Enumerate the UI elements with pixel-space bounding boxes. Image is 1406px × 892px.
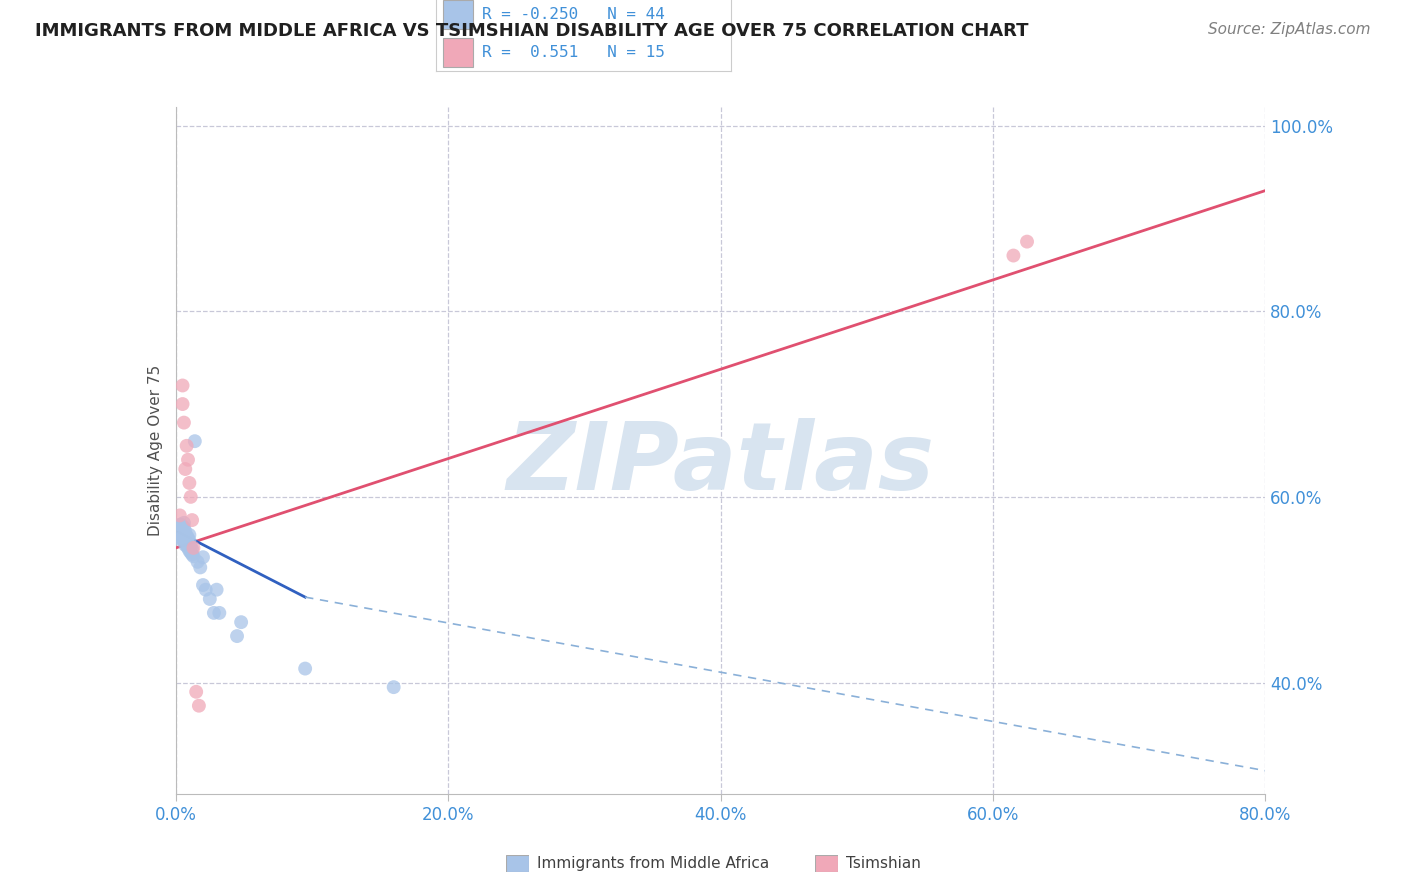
Point xyxy=(174,462,197,476)
Point xyxy=(226,629,249,643)
Point xyxy=(294,662,316,676)
Text: Source: ZipAtlas.com: Source: ZipAtlas.com xyxy=(1208,22,1371,37)
Point xyxy=(179,533,201,548)
Point xyxy=(1015,235,1038,249)
Point xyxy=(180,545,202,559)
Point xyxy=(173,520,195,534)
Point xyxy=(174,538,197,552)
Point xyxy=(191,578,214,592)
Point xyxy=(169,517,191,532)
Point xyxy=(179,543,201,558)
Point xyxy=(186,555,209,569)
Point xyxy=(180,490,202,504)
Point xyxy=(177,536,200,550)
Text: IMMIGRANTS FROM MIDDLE AFRICA VS TSIMSHIAN DISABILITY AGE OVER 75 CORRELATION CH: IMMIGRANTS FROM MIDDLE AFRICA VS TSIMSHI… xyxy=(35,22,1029,40)
Point xyxy=(187,698,209,713)
Point xyxy=(176,538,198,552)
Text: Immigrants from Middle Africa: Immigrants from Middle Africa xyxy=(537,856,769,871)
Point xyxy=(177,541,200,555)
Point xyxy=(173,416,195,430)
Point xyxy=(186,685,208,699)
Point xyxy=(231,615,253,630)
Point xyxy=(194,582,217,597)
Point xyxy=(202,606,225,620)
Point xyxy=(173,516,195,530)
Point xyxy=(198,591,221,606)
Point xyxy=(208,606,231,620)
Point xyxy=(176,533,198,548)
Text: R =  0.551   N = 15: R = 0.551 N = 15 xyxy=(482,45,665,60)
Text: R = -0.250   N = 44: R = -0.250 N = 44 xyxy=(482,7,665,22)
Point xyxy=(177,531,200,545)
Point xyxy=(179,528,201,542)
Text: ZIPatlas: ZIPatlas xyxy=(506,418,935,510)
Point xyxy=(176,529,198,543)
Point xyxy=(170,527,193,541)
Point xyxy=(172,378,194,392)
Point xyxy=(179,475,201,490)
Point xyxy=(181,541,204,556)
Point xyxy=(181,513,204,527)
Bar xyxy=(443,38,472,67)
Point xyxy=(173,529,195,543)
Point xyxy=(183,549,205,564)
Point xyxy=(1002,248,1025,262)
Point xyxy=(183,541,205,555)
Y-axis label: Disability Age Over 75: Disability Age Over 75 xyxy=(148,365,163,536)
Point xyxy=(170,517,193,532)
Point xyxy=(172,532,194,546)
Point xyxy=(382,680,405,694)
Point xyxy=(170,532,193,546)
Point xyxy=(176,439,198,453)
Text: Tsimshian: Tsimshian xyxy=(846,856,921,871)
Point xyxy=(174,524,197,539)
Point xyxy=(181,548,204,562)
Point xyxy=(205,582,228,597)
Point xyxy=(169,508,191,523)
Point xyxy=(167,532,190,546)
Point xyxy=(174,530,197,544)
Point xyxy=(174,534,197,549)
Point xyxy=(184,434,207,449)
Point xyxy=(188,560,211,574)
Point xyxy=(177,452,200,467)
Point xyxy=(173,525,195,540)
Point xyxy=(172,397,194,411)
Point xyxy=(180,540,202,554)
Point xyxy=(179,539,201,553)
Point xyxy=(191,550,214,565)
Point xyxy=(173,532,195,546)
Bar xyxy=(443,0,472,29)
